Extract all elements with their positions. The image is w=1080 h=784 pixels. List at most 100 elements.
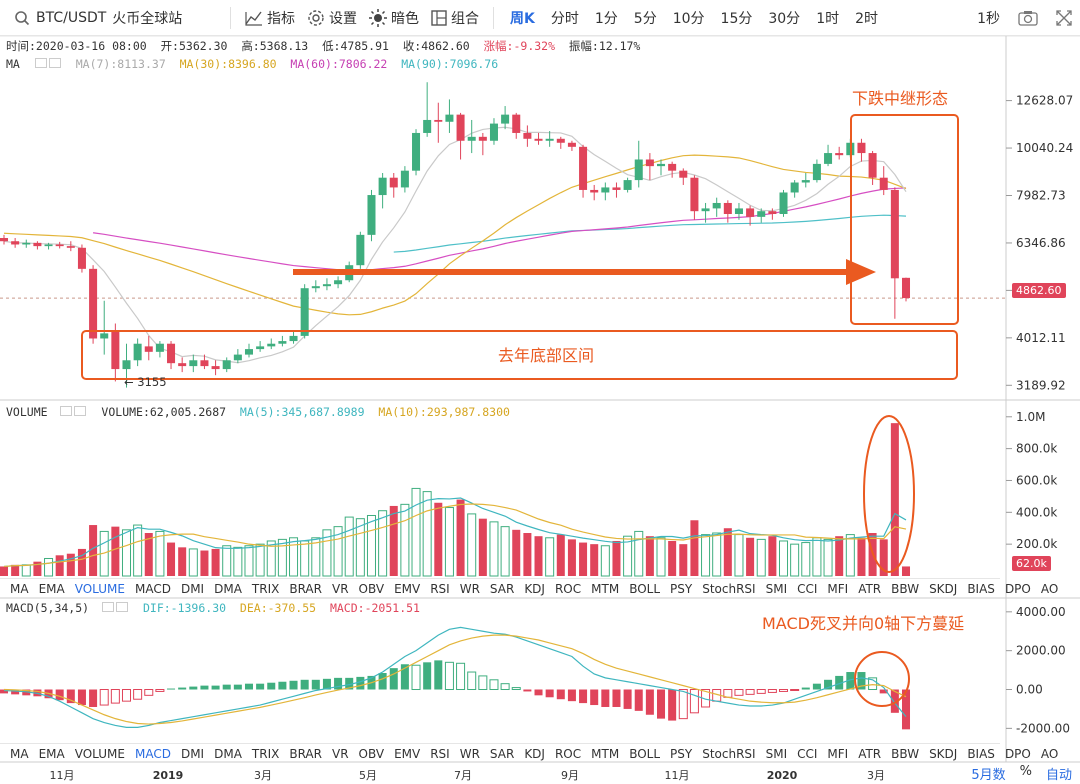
indicator-tab-kdj[interactable]: KDJ bbox=[524, 581, 545, 596]
candle-body bbox=[567, 142, 576, 147]
eye-icon[interactable] bbox=[102, 602, 115, 612]
indicator-tab-ma[interactable]: MA bbox=[10, 746, 29, 761]
indicator-tab-wr[interactable]: WR bbox=[459, 746, 480, 761]
indicator-tab-volume[interactable]: VOLUME bbox=[74, 746, 125, 761]
volume-bar bbox=[389, 505, 398, 576]
indicator-tab-psy[interactable]: PSY bbox=[670, 746, 693, 761]
indicator-tab-stochrsi[interactable]: StochRSI bbox=[702, 746, 756, 761]
indicator-tab-macd[interactable]: MACD bbox=[134, 746, 171, 761]
fullscreen-icon[interactable] bbox=[1056, 10, 1072, 26]
indicator-button[interactable]: 指标 bbox=[245, 8, 295, 28]
indicator-tab-rsi[interactable]: RSI bbox=[430, 746, 450, 761]
auto-button[interactable]: 自动 bbox=[1045, 768, 1072, 783]
indicator-tab-dpo[interactable]: DPO bbox=[1004, 746, 1031, 761]
interval-tab[interactable]: 周K bbox=[510, 10, 535, 27]
indicator-tab-sar[interactable]: SAR bbox=[489, 581, 515, 596]
indicator-tab-boll[interactable]: BOLL bbox=[629, 581, 661, 596]
indicator-tab-sar[interactable]: SAR bbox=[489, 746, 515, 761]
indicator-tab-emv[interactable]: EMV bbox=[394, 581, 421, 596]
indicator-tab-rsi[interactable]: RSI bbox=[430, 581, 450, 596]
indicator-tab-smi[interactable]: SMI bbox=[765, 581, 788, 596]
x-axis-label: 9月 bbox=[561, 769, 579, 782]
indicator-tab-kdj[interactable]: KDJ bbox=[524, 746, 545, 761]
macd-histogram-bar bbox=[846, 672, 855, 690]
indicator-tab-skdj[interactable]: SKDJ bbox=[929, 581, 958, 596]
indicator-tab-roc[interactable]: ROC bbox=[554, 581, 582, 596]
indicator-tab-dma[interactable]: DMA bbox=[214, 581, 242, 596]
close-icon[interactable] bbox=[48, 58, 61, 68]
indicator-tab-atr[interactable]: ATR bbox=[858, 581, 882, 596]
indicator-tab-skdj[interactable]: SKDJ bbox=[929, 746, 958, 761]
indicator-tab-mtm[interactable]: MTM bbox=[591, 581, 620, 596]
indicator-tab-ema[interactable]: EMA bbox=[38, 581, 65, 596]
refresh-interval[interactable]: 1秒 bbox=[977, 11, 1000, 27]
indicator-tab-dpo[interactable]: DPO bbox=[1004, 581, 1031, 596]
indicator-tab-trix[interactable]: TRIX bbox=[251, 746, 280, 761]
eye-icon[interactable] bbox=[60, 406, 73, 416]
indicator-tab-bias[interactable]: BIAS bbox=[967, 746, 995, 761]
indicator-tab-bbw[interactable]: BBW bbox=[891, 746, 920, 761]
interval-tab[interactable]: 1时 bbox=[816, 10, 840, 27]
indicator-tab-mfi[interactable]: MFI bbox=[827, 581, 849, 596]
candle-body bbox=[768, 211, 777, 214]
indicator-tab-dmi[interactable]: DMI bbox=[180, 746, 205, 761]
indicator-tab-smi[interactable]: SMI bbox=[765, 746, 788, 761]
indicator-tab-volume[interactable]: VOLUME bbox=[74, 581, 125, 596]
indicator-tab-obv[interactable]: OBV bbox=[358, 581, 385, 596]
volume-bar bbox=[835, 536, 844, 576]
candle-body bbox=[155, 343, 164, 352]
indicator-tab-stochrsi[interactable]: StochRSI bbox=[702, 581, 756, 596]
interval-tab[interactable]: 15分 bbox=[720, 10, 753, 27]
close-icon[interactable] bbox=[116, 602, 129, 612]
interval-tab[interactable]: 2时 bbox=[855, 10, 879, 27]
eye-icon[interactable] bbox=[34, 58, 47, 68]
indicator-tab-dmi[interactable]: DMI bbox=[180, 581, 205, 596]
indicator-tab-atr[interactable]: ATR bbox=[858, 746, 882, 761]
indicator-tab-wr[interactable]: WR bbox=[459, 581, 480, 596]
indicator-tab-vr[interactable]: VR bbox=[331, 746, 349, 761]
symbol-selector[interactable]: BTC/USDT 火币全球站 bbox=[0, 8, 222, 28]
indicator-tab-bias[interactable]: BIAS bbox=[967, 581, 995, 596]
indicator-tab-mtm[interactable]: MTM bbox=[591, 746, 620, 761]
interval-tab[interactable]: 1分 bbox=[594, 10, 618, 27]
indicator-tab-ao[interactable]: AO bbox=[1040, 581, 1059, 596]
interval-tab[interactable]: 30分 bbox=[768, 10, 801, 27]
camera-icon[interactable] bbox=[1018, 10, 1038, 26]
interval-tab[interactable]: 分时 bbox=[550, 10, 579, 27]
indicator-tab-dma[interactable]: DMA bbox=[214, 746, 242, 761]
indicator-tab-ao[interactable]: AO bbox=[1040, 746, 1059, 761]
indicator-tab-cci[interactable]: CCI bbox=[797, 746, 818, 761]
volume-bar bbox=[400, 503, 410, 577]
indicator-tab-ema[interactable]: EMA bbox=[38, 746, 65, 761]
layout-button[interactable]: 组合 bbox=[431, 8, 479, 28]
indicator-tab-boll[interactable]: BOLL bbox=[629, 746, 661, 761]
indicator-tab-brar[interactable]: BRAR bbox=[289, 581, 322, 596]
interval-tab[interactable]: 10分 bbox=[672, 10, 705, 27]
indicator-tab-trix[interactable]: TRIX bbox=[251, 581, 280, 596]
range-button[interactable]: 5月数 bbox=[971, 768, 1006, 783]
candle-body bbox=[634, 159, 643, 181]
macd-histogram-bar bbox=[812, 683, 821, 690]
indicator-tab-mfi[interactable]: MFI bbox=[827, 746, 849, 761]
indicator-tab-bbw[interactable]: BBW bbox=[891, 581, 920, 596]
macd-histogram-bar bbox=[778, 689, 789, 692]
macd-histogram-bar bbox=[66, 689, 75, 704]
indicator-tab-cci[interactable]: CCI bbox=[797, 581, 818, 596]
percent-button[interactable]: % bbox=[1019, 764, 1032, 779]
open-value: 开:5362.30 bbox=[160, 39, 228, 53]
indicator-tab-vr[interactable]: VR bbox=[331, 581, 349, 596]
indicator-tab-ma[interactable]: MA bbox=[10, 581, 29, 596]
dark-mode-button[interactable]: 暗色 bbox=[369, 8, 419, 28]
indicator-tab-psy[interactable]: PSY bbox=[670, 581, 693, 596]
macd-tick-label: -2000.00 bbox=[1016, 721, 1070, 735]
ma-legend: MA MA(7):8113.37 MA(30):8396.80 MA(60):7… bbox=[6, 57, 498, 71]
settings-button[interactable]: 设置 bbox=[307, 8, 357, 28]
close-icon[interactable] bbox=[74, 406, 87, 416]
candle-body bbox=[734, 208, 743, 214]
indicator-tab-obv[interactable]: OBV bbox=[358, 746, 385, 761]
interval-tab[interactable]: 5分 bbox=[633, 10, 657, 27]
indicator-tab-emv[interactable]: EMV bbox=[394, 746, 421, 761]
indicator-tab-roc[interactable]: ROC bbox=[554, 746, 582, 761]
indicator-tab-macd[interactable]: MACD bbox=[134, 581, 171, 596]
indicator-tab-brar[interactable]: BRAR bbox=[289, 746, 322, 761]
